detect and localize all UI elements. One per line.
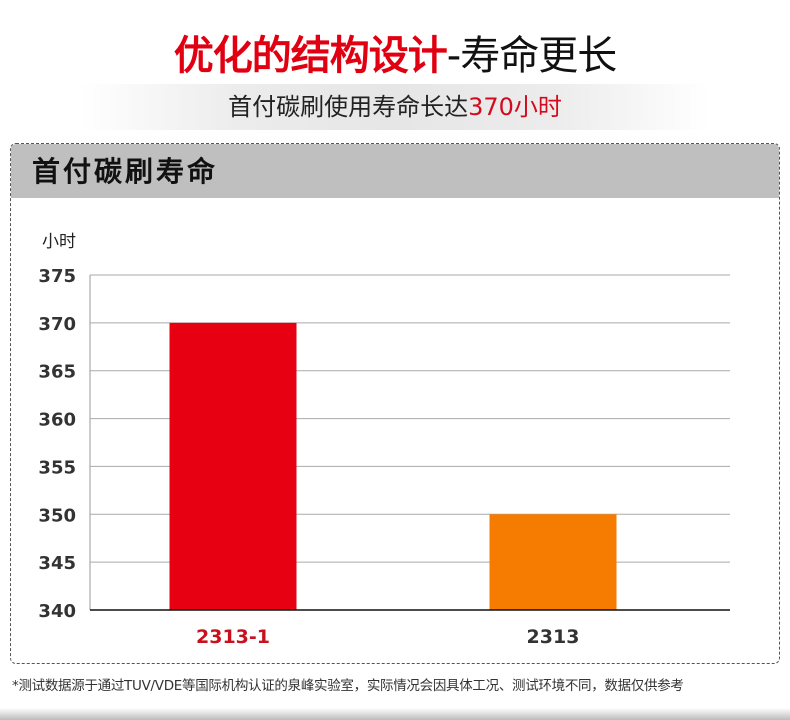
y-tick-label: 340 [38, 601, 76, 622]
bar-2313-1 [169, 322, 297, 610]
x-tick-label: 2313-1 [196, 626, 270, 648]
x-tick-label: 2313 [527, 626, 580, 648]
subtitle: 首付碳刷使用寿命长达370小时 [228, 93, 562, 121]
chart-panel [10, 143, 780, 664]
bottom-shadow [0, 708, 790, 720]
chart-title: 首付碳刷寿命 [32, 155, 219, 188]
y-tick-label: 370 [38, 314, 76, 335]
footnote: *测试数据源于通过TUV/VDE等国际机构认证的泉峰实验室，实际情况会因具体工况… [12, 678, 684, 694]
y-tick-label: 350 [38, 505, 76, 526]
y-axis-label: 小时 [42, 232, 76, 252]
y-tick-label: 355 [38, 457, 76, 478]
chart-panel-header [11, 144, 779, 198]
y-tick-label: 375 [38, 266, 76, 287]
bar-2313 [489, 514, 617, 610]
subtitle-band [80, 84, 710, 130]
y-tick-label: 345 [38, 553, 76, 574]
page-title: 优化的结构设计-寿命更长 [173, 33, 617, 79]
y-tick-label: 360 [38, 410, 76, 431]
y-tick-label: 365 [38, 362, 76, 383]
